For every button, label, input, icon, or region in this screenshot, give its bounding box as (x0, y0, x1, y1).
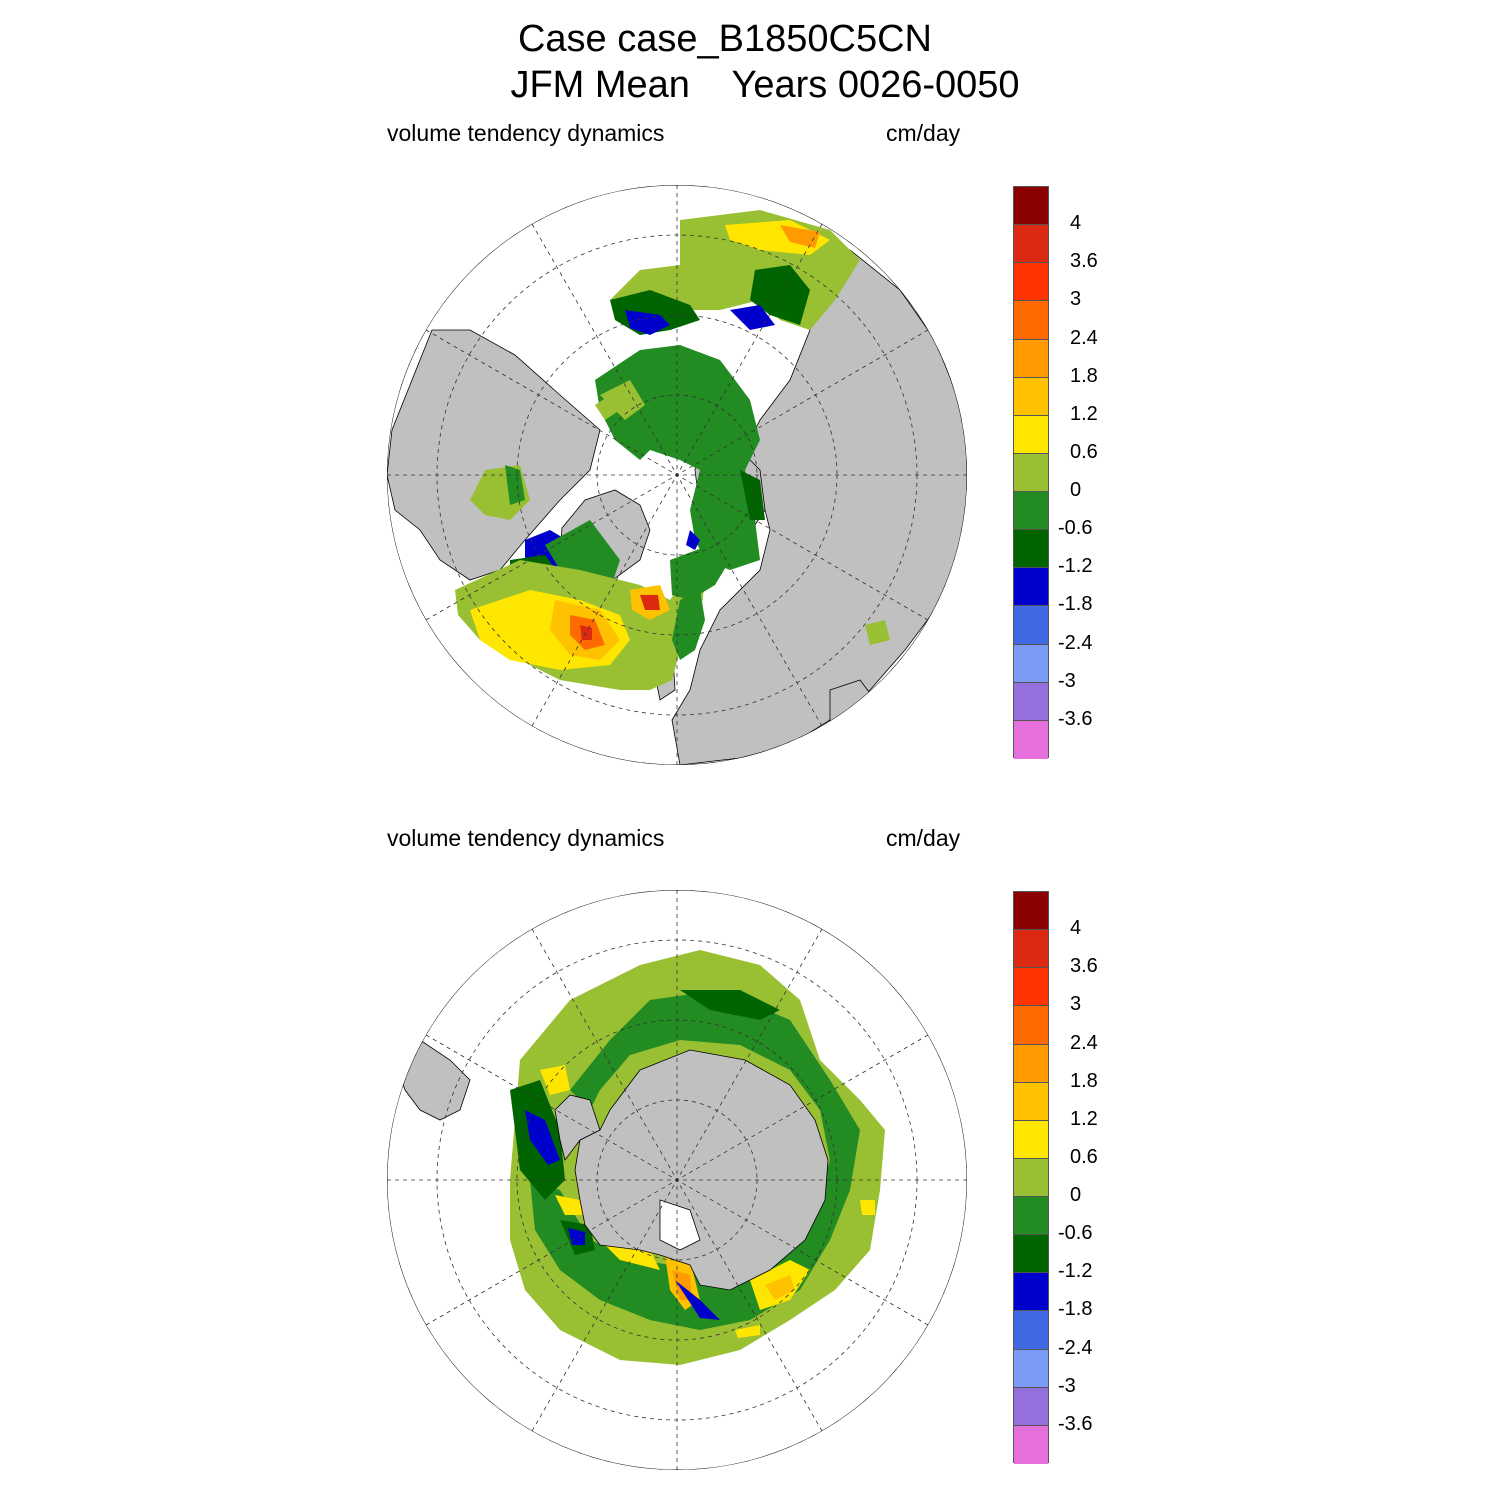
colorbar-north (1013, 186, 1049, 759)
panel2-units-label: cm/day (886, 825, 961, 851)
colorbar-tick-label: 0.6 (1070, 440, 1098, 463)
colorbar-segment (1014, 263, 1048, 302)
colorbar-tick-label: 3 (1070, 993, 1082, 1016)
south-graticule (387, 890, 967, 1470)
colorbar-tick-label: -2.4 (1058, 1336, 1093, 1359)
colorbar-segment (1014, 492, 1048, 531)
colorbar-segment (1014, 1349, 1048, 1388)
colorbar-tick-label: 3.6 (1070, 250, 1098, 273)
figure-title-line1: Case case_B1850C5CN (517, 18, 932, 60)
colorbar-segment (1014, 1120, 1048, 1159)
colorbar-tick-label: -2.4 (1058, 631, 1093, 654)
panel1-units-label: cm/day (886, 120, 961, 146)
colorbar-tick-label: 4 (1070, 212, 1082, 235)
colorbar-tick-label: -1.2 (1058, 1260, 1093, 1283)
colorbar-tick-label: -0.6 (1058, 517, 1093, 540)
south-america-land (394, 1039, 471, 1121)
panel2-variable-label: volume tendency dynamics (387, 825, 665, 851)
figure-title-line2: JFM Mean Years 0026-0050 (510, 64, 1020, 106)
colorbar-tick-label: -1.8 (1058, 1298, 1093, 1321)
colorbar-segment (1014, 530, 1048, 569)
colorbar-tick-label: 3.6 (1070, 955, 1098, 978)
colorbar-south (1013, 891, 1049, 1464)
colorbar-tick-label: 2.4 (1070, 326, 1098, 349)
colorbar-segment (1014, 453, 1048, 492)
colorbar-segment (1014, 1044, 1048, 1083)
colorbar-tick-label: -3 (1058, 669, 1076, 692)
colorbar-tick-label: -1.2 (1058, 555, 1093, 578)
colorbar-segment (1014, 1158, 1048, 1197)
colorbar-segment (1014, 1006, 1048, 1045)
colorbar-tick-label: 0.6 (1070, 1145, 1098, 1168)
antarctica-land (554, 1049, 829, 1291)
colorbar-tick-label: -1.8 (1058, 593, 1093, 616)
colorbar-segment (1014, 1311, 1048, 1350)
colorbar-segment (1014, 339, 1048, 378)
colorbar-segment (1014, 1197, 1048, 1236)
colorbar-segment (1014, 301, 1048, 340)
colorbar-segment (1014, 682, 1048, 721)
colorbar-segment (1014, 1082, 1048, 1121)
colorbar-tick-label: -0.6 (1058, 1222, 1093, 1245)
colorbar-tick-label: 1.2 (1070, 402, 1098, 425)
colorbar-tick-label: 0 (1070, 479, 1082, 502)
colorbar-segment (1014, 1387, 1048, 1426)
colorbar-tick-label: 4 (1070, 917, 1082, 940)
colorbar-segment (1014, 225, 1048, 264)
north-field (455, 210, 890, 690)
colorbar-segment (1014, 606, 1048, 645)
colorbar-segment (1014, 1425, 1048, 1464)
colorbar-tick-label: 0 (1070, 1184, 1082, 1207)
colorbar-segment (1014, 892, 1048, 931)
colorbar-segment (1014, 720, 1048, 759)
colorbar-segment (1014, 187, 1048, 226)
colorbar-tick-label: 1.8 (1070, 1069, 1098, 1092)
colorbar-tick-label: 3 (1070, 288, 1082, 311)
colorbar-segment (1014, 644, 1048, 683)
colorbar-tick-label: 2.4 (1070, 1031, 1098, 1054)
colorbar-tick-label: -3.6 (1058, 1412, 1093, 1435)
colorbar-segment (1014, 1235, 1048, 1274)
colorbar-tick-label: -3 (1058, 1374, 1076, 1397)
north-polar-map (387, 185, 967, 765)
colorbar-segment (1014, 568, 1048, 607)
colorbar-segment (1014, 415, 1048, 454)
colorbar-tick-label: 1.2 (1070, 1107, 1098, 1130)
colorbar-segment (1014, 377, 1048, 416)
colorbar-segment (1014, 968, 1048, 1007)
colorbar-segment (1014, 1273, 1048, 1312)
south-polar-map (387, 890, 967, 1470)
colorbar-segment (1014, 930, 1048, 969)
colorbar-tick-label: -3.6 (1058, 707, 1093, 730)
panel1-variable-label: volume tendency dynamics (387, 120, 665, 146)
north-graticule (387, 185, 967, 765)
colorbar-tick-label: 1.8 (1070, 364, 1098, 387)
